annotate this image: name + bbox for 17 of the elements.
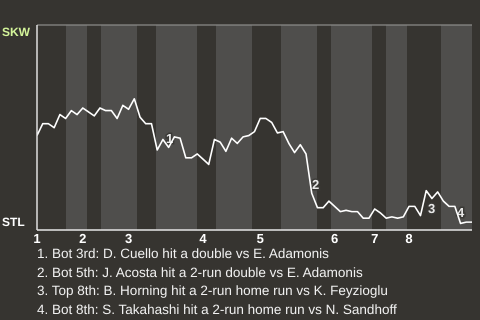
x-tick-label: 4 <box>199 231 208 246</box>
x-tick-label: 5 <box>256 231 264 246</box>
x-tick-label: 1 <box>33 231 41 246</box>
annotation: 2 <box>312 177 320 192</box>
text: STL <box>2 215 25 229</box>
text: SKW <box>2 25 31 39</box>
text: 3. Top 8th: B. Horning hit a 2-run home run vs K. Feyzioglu <box>37 282 389 300</box>
text: 2. Bot 5th: J. Acosta hit a 2-run double vs E. Adamonis <box>37 264 364 282</box>
x-tick-label: 6 <box>331 231 338 246</box>
x-tick-label: 8 <box>405 231 413 246</box>
annotation: 4 <box>457 205 465 220</box>
annotation: 3 <box>428 201 436 216</box>
text: 4. Bot 8th: S. Takahashi hit a 2-run home run vs N. Sandhoff <box>37 300 397 318</box>
x-tick-label: 7 <box>371 231 378 246</box>
text: 1. Bot 3rd: D. Cuello hit a double vs E. Adamonis <box>37 245 330 263</box>
x-tick-label: 2 <box>79 231 86 246</box>
x-tick-label: 3 <box>124 231 132 246</box>
